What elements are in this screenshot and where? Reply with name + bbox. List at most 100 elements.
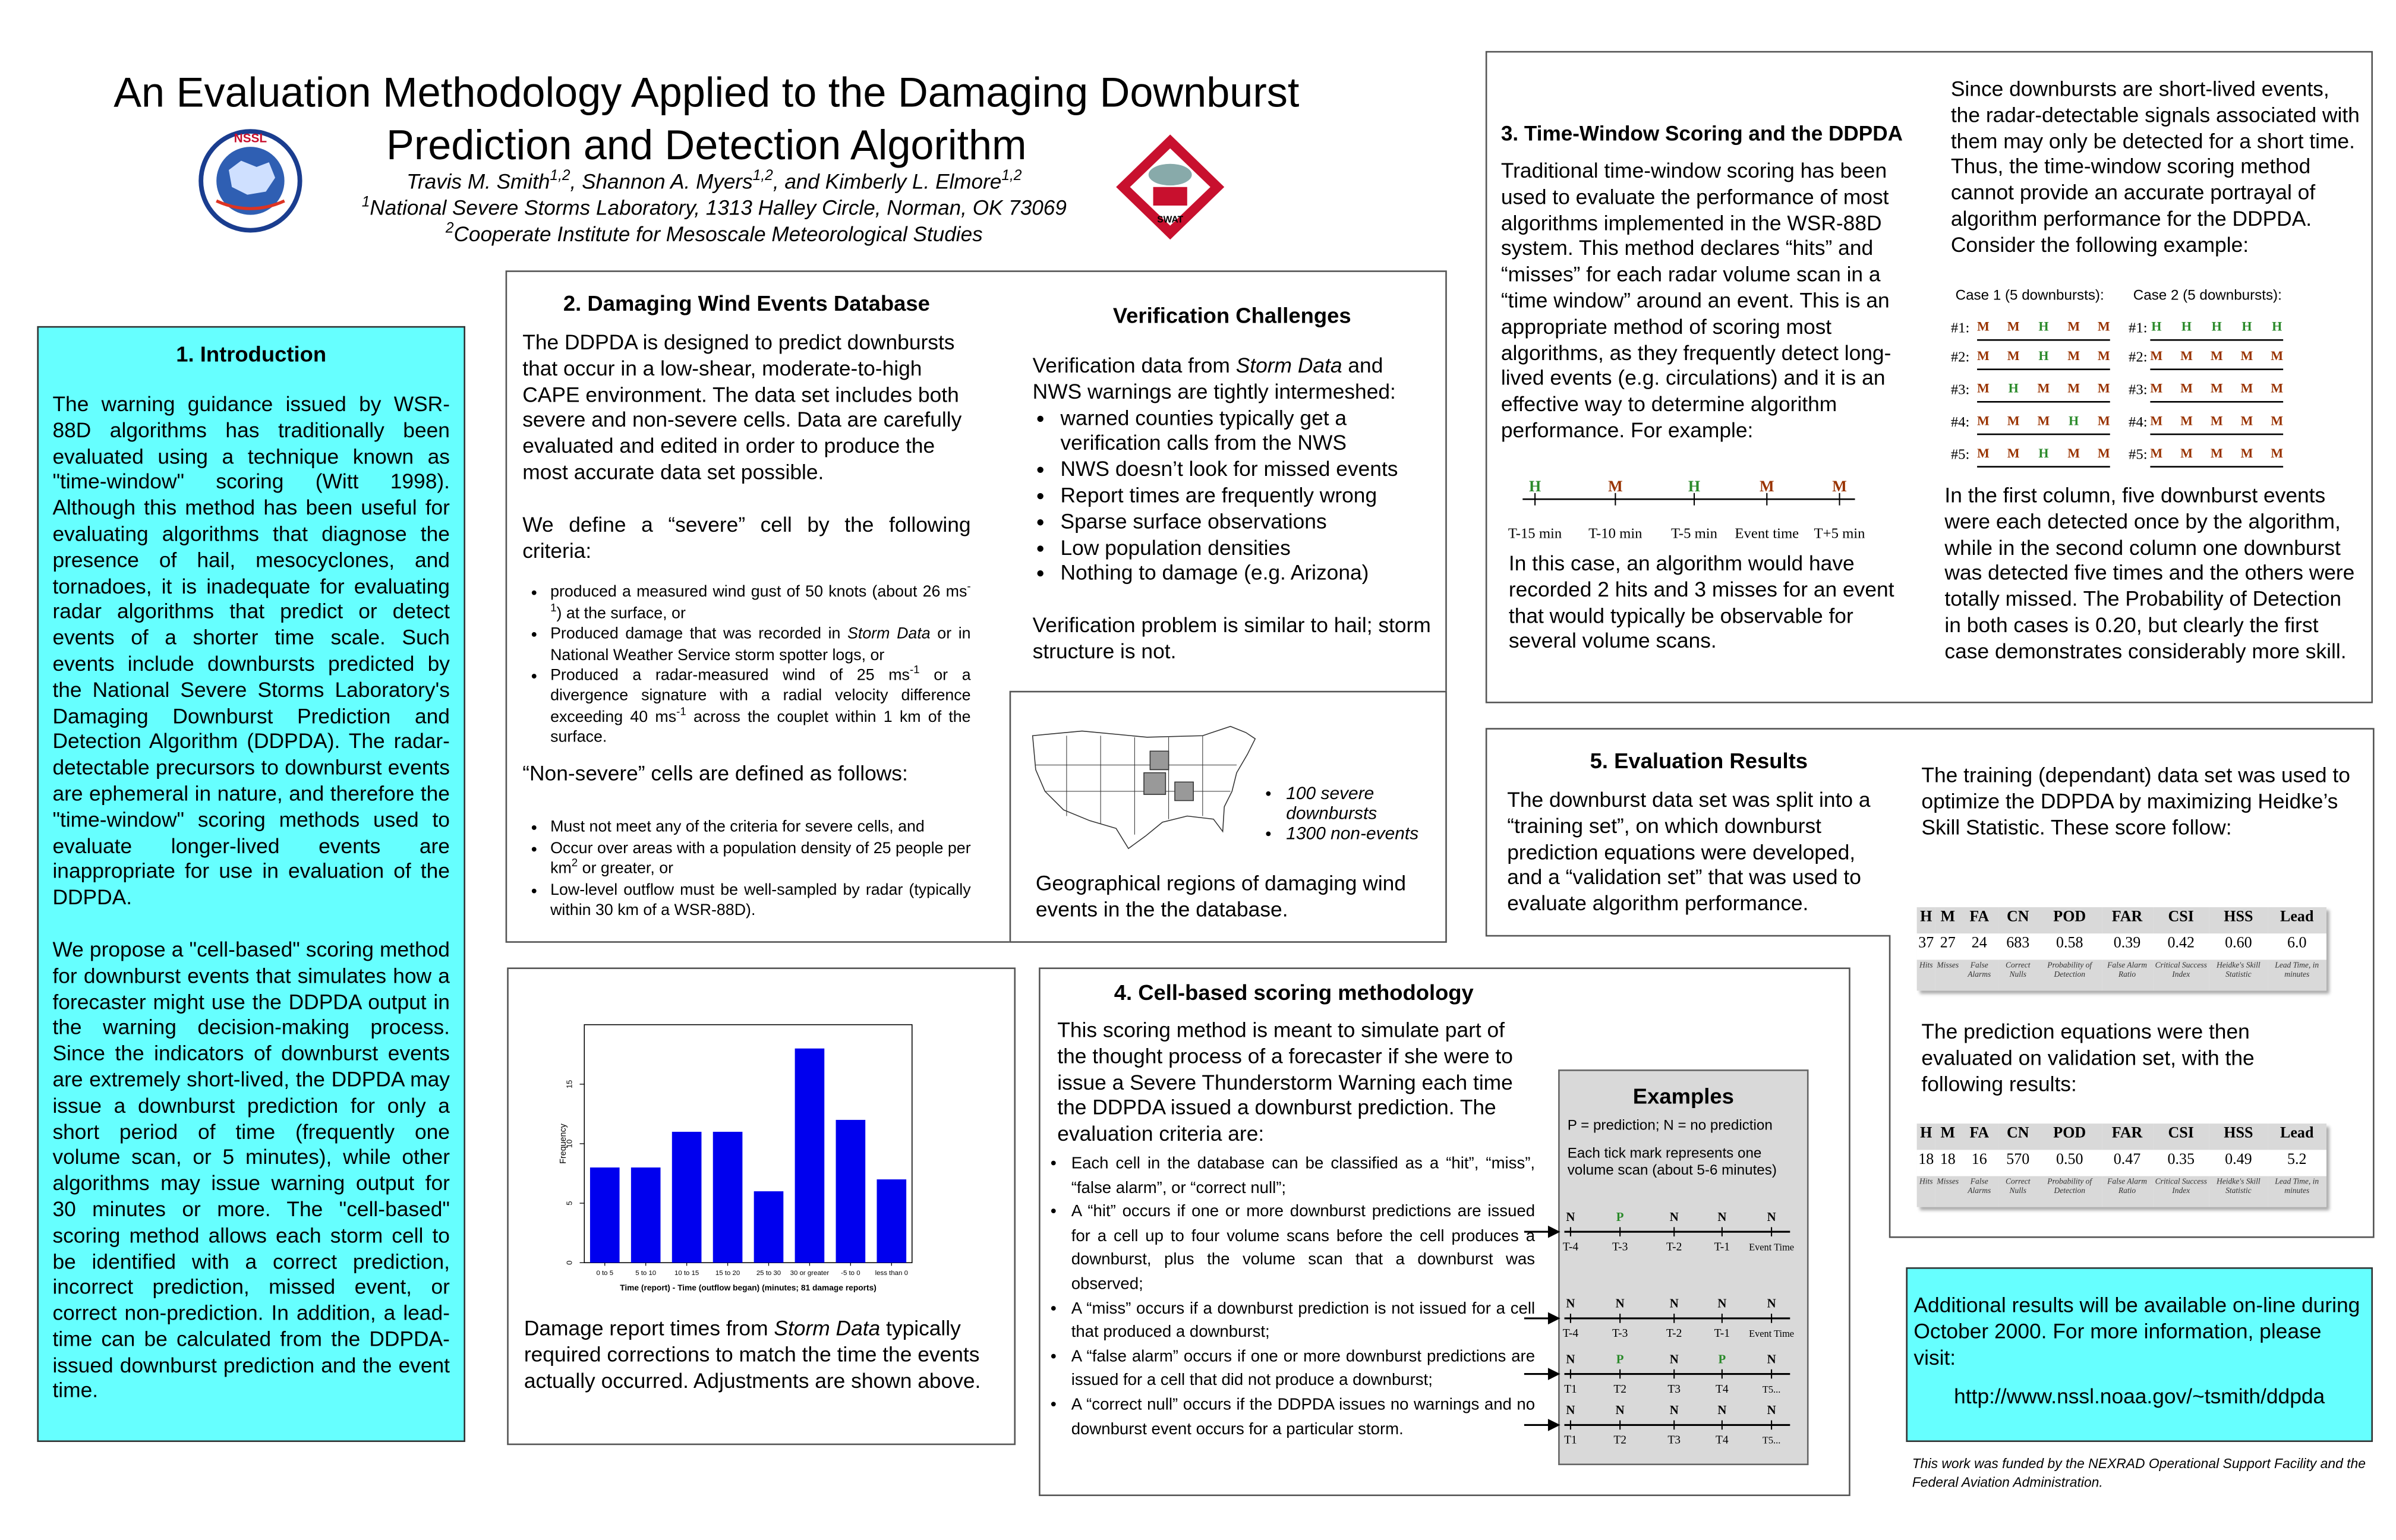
column-description: Misses bbox=[1935, 960, 1960, 991]
column-description: Heidke's Skill Statistic bbox=[2209, 1176, 2268, 1207]
affiliation: 1National Severe Storms Laboratory, 1313… bbox=[327, 195, 1101, 221]
table-row: 37 27 24 683 0.58 0.39 0.42 0.60 6.0 bbox=[1917, 933, 2326, 960]
column-header: M bbox=[1935, 907, 1960, 934]
time-window-panel bbox=[1485, 51, 2373, 703]
list-item: Must not meet any of the criteria for se… bbox=[550, 818, 971, 839]
paragraph: Verification data from Storm Data and NW… bbox=[1033, 354, 1432, 406]
criteria-list: Must not meet any of the criteria for se… bbox=[522, 818, 971, 922]
column-description: Lead Time, in minutes bbox=[2267, 960, 2326, 991]
text-run: Travis M. Smith bbox=[406, 170, 550, 194]
text-run: Occur over areas with a population densi… bbox=[550, 840, 971, 879]
histogram-caption: Damage report times from Storm Data typi… bbox=[524, 1317, 988, 1394]
italic-run: Storm Data bbox=[1235, 354, 1342, 377]
column-description: False Alarm Ratio bbox=[2101, 960, 2153, 991]
examples-title: Examples bbox=[1632, 1083, 1734, 1109]
score-table: H M FA CN POD FAR CSI HSS Lead 18 18 16 570 0.50 0.47 0… bbox=[1916, 1124, 2326, 1207]
column-header: HSS bbox=[2209, 1124, 2268, 1150]
list-item: Produced damage that was recorded in Sto… bbox=[550, 624, 971, 666]
authors: Travis M. Smith1,2, Shannon A. Myers1,2,… bbox=[327, 169, 1101, 195]
column-header: FA bbox=[1960, 907, 1998, 934]
column-description: False Alarm Ratio bbox=[2101, 1176, 2153, 1207]
text-run: or in National Weather Service storm spo… bbox=[550, 626, 971, 664]
title-line: An Evaluation Methodology Applied to the… bbox=[114, 70, 1300, 116]
affiliation: 2Cooperate Institute for Mesoscale Meteo… bbox=[327, 221, 1101, 247]
superscript: -1 bbox=[676, 703, 686, 718]
challenge-list: warned counties typically get a verifica… bbox=[1033, 406, 1432, 588]
column-description: False Alarms bbox=[1960, 960, 1998, 991]
paragraph: The DDPDA is designed to predict downbur… bbox=[522, 330, 962, 484]
column-header: POD bbox=[2037, 1124, 2102, 1150]
superscript: 1,2 bbox=[1001, 168, 1022, 185]
text-run: Produced damage that was recorded in bbox=[550, 626, 848, 643]
superscript: -1 bbox=[550, 579, 971, 614]
list-item: Each cell in the database can be classif… bbox=[1071, 1153, 1535, 1201]
criteria-list: Each cell in the database can be classif… bbox=[1057, 1153, 1535, 1443]
table-cell: 0.58 bbox=[2055, 935, 2083, 952]
list-item: A “correct null” occurs if the DDPDA iss… bbox=[1071, 1394, 1535, 1442]
list-item: Low-level outflow must be well-sampled b… bbox=[550, 881, 971, 922]
table-row: Hits Misses False Alarms Correct Nulls Proba… bbox=[1916, 960, 2326, 991]
table-cell: 0.39 bbox=[2113, 935, 2141, 952]
database-column: 2. Damaging Wind Events Database The DDP… bbox=[522, 291, 970, 922]
column-header: CSI bbox=[2152, 1124, 2210, 1150]
paragraph: In this case, an algorithm would have re… bbox=[1508, 551, 1894, 653]
table-cell: 18 bbox=[1940, 1151, 1956, 1169]
table-cell: 27 bbox=[1940, 935, 1956, 952]
column-description: False Alarms bbox=[1960, 1176, 1998, 1207]
list-item: A “false alarm” occurs if one or more do… bbox=[1071, 1346, 1535, 1394]
column-header: FAR bbox=[2101, 1124, 2153, 1150]
results-column: 5. Evaluation Results The downburst data… bbox=[1507, 748, 1890, 918]
paragraph: This scoring method is meant to simulate… bbox=[1057, 1018, 1513, 1146]
time-window-column: 3. Time-Window Scoring and the DDPDA Tra… bbox=[1501, 122, 1915, 445]
paragraph: Verification problem is similar to hail;… bbox=[1032, 614, 1431, 663]
column-header: Lead bbox=[2267, 907, 2326, 934]
column-header: Lead bbox=[2267, 1124, 2326, 1150]
section-title: 4. Cell-based scoring methodology bbox=[1114, 980, 1474, 1005]
column-header: POD bbox=[2037, 907, 2102, 934]
authors-block: Travis M. Smith1,2, Shannon A. Myers1,2,… bbox=[327, 169, 1101, 248]
superscript: 1,2 bbox=[550, 168, 570, 185]
column-header: CN bbox=[1998, 907, 2038, 934]
table-cell: 0.49 bbox=[2225, 1151, 2252, 1169]
list-item: Sparse surface observations bbox=[1060, 510, 1431, 536]
superscript: 2 bbox=[445, 220, 454, 238]
section-title: 2. Damaging Wind Events Database bbox=[563, 291, 930, 315]
text-run: National Severe Storms Laboratory, 1313 … bbox=[370, 196, 1067, 220]
paragraph: Since downbursts are short-lived events,… bbox=[1950, 77, 2360, 257]
column-header: H bbox=[1916, 1124, 1935, 1150]
table-row: H M FA CN POD FAR CSI HSS Lead bbox=[1916, 1124, 2326, 1150]
section-title: 1. Introduction bbox=[176, 341, 327, 367]
section-title: Verification Challenges bbox=[1112, 302, 1351, 328]
column-description: Misses bbox=[1935, 1176, 1960, 1207]
map-caption: Geographical regions of damaging wind ev… bbox=[1035, 872, 1407, 921]
table-cell: 0.47 bbox=[2113, 1151, 2141, 1169]
italic-run: Storm Data bbox=[774, 1317, 881, 1340]
map-bullets: 100 severe downbursts1300 non-events bbox=[1258, 785, 1464, 845]
list-item: A “hit” occurs if one or more downburst … bbox=[1071, 1201, 1535, 1298]
superscript: -1 bbox=[909, 662, 920, 677]
score-table: H M FA CN POD FAR CSI HSS Lead 37 27 24 683 0.58 0.39 0… bbox=[1916, 907, 2326, 991]
column-header: CN bbox=[1998, 1124, 2038, 1150]
column-description: Critical Success Index bbox=[2152, 1176, 2210, 1207]
text-run: Verification data from bbox=[1032, 354, 1236, 377]
text-run: Damage report times from bbox=[524, 1317, 774, 1340]
table-row: H M FA CN POD FAR CSI HSS Lead bbox=[1916, 907, 2326, 934]
text-run: and NWS warnings are tightly intermeshed… bbox=[1032, 354, 1396, 403]
list-item: Low population densities bbox=[1060, 536, 1431, 562]
text-run: Produced a radar-measured wind of 25 ms bbox=[550, 667, 910, 685]
table-cell: 683 bbox=[2006, 935, 2030, 952]
list-item: Occur over areas with a population densi… bbox=[550, 839, 971, 881]
column-header: CSI bbox=[2152, 907, 2210, 934]
table-cell: 0.60 bbox=[2225, 935, 2252, 952]
table-cell: 16 bbox=[1971, 1151, 1987, 1169]
table-cell: 0.35 bbox=[2167, 1151, 2195, 1169]
title-line: Prediction and Detection Algorithm bbox=[386, 122, 1027, 169]
column-header: FA bbox=[1960, 1124, 1998, 1150]
column-header: H bbox=[1916, 907, 1935, 934]
table-row: Hits Misses False Alarms Correct Nulls Proba… bbox=[1916, 1176, 2326, 1207]
table-cell: 5.2 bbox=[2287, 1151, 2307, 1169]
table-cell: 0.50 bbox=[2055, 1151, 2083, 1169]
examples-legend: P = prediction; N = no prediction bbox=[1567, 1117, 1773, 1133]
table: H M FA CN POD FAR CSI HSS Lead 18 18 16 570 0.50 0.47 0… bbox=[1916, 1124, 2326, 1207]
column-description: Correct Nulls bbox=[1998, 960, 2038, 991]
